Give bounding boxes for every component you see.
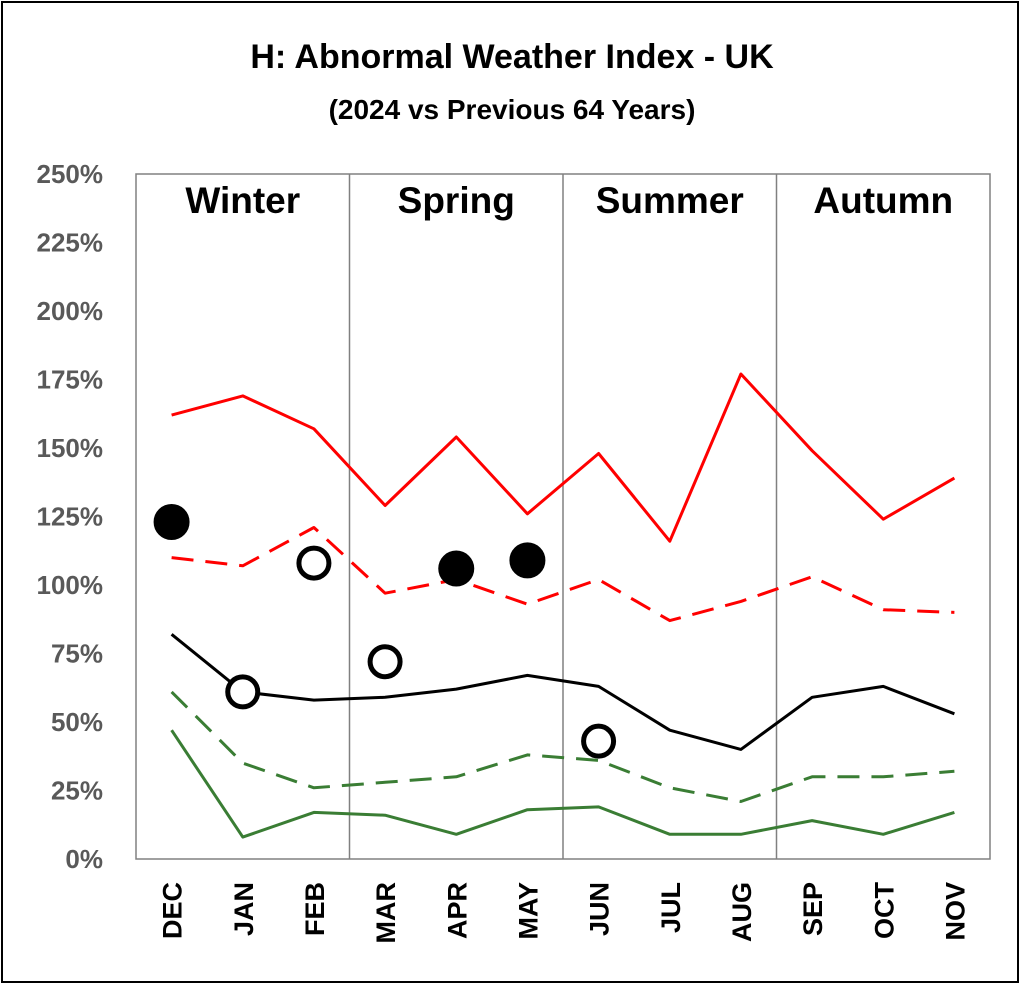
y-tick-label: 150% <box>37 433 104 463</box>
season-label: Spring <box>398 180 515 221</box>
y-tick-label: 125% <box>37 502 104 532</box>
point-2024-jun <box>581 723 617 759</box>
series-lines <box>170 372 956 839</box>
series-line-1 <box>171 372 956 543</box>
chart-subtitle: (2024 vs Previous 64 Years) <box>329 94 696 125</box>
x-tick-label: JAN <box>229 882 259 936</box>
season-labels: Winter Spring Summer Autumn <box>185 180 953 221</box>
season-label: Winter <box>185 180 300 221</box>
y-tick-label: 25% <box>51 776 103 806</box>
points-2024 <box>153 503 617 759</box>
y-axis: 0% 25% 50% 75% 100% 125% 150% 175% 200% 225% 250% <box>37 159 104 874</box>
y-tick-label: 225% <box>37 228 104 258</box>
x-tick-label: OCT <box>869 882 899 940</box>
y-tick-label: 50% <box>51 707 103 737</box>
chart-title: H: Abnormal Weather Index - UK <box>250 38 774 76</box>
x-tick-label: JUL <box>656 882 686 933</box>
point-2024-dec <box>153 503 190 540</box>
x-axis: DEC JAN FEB MAR APR MAY JUN JUL AUG SEP OCT NOV <box>158 882 971 944</box>
season-label: Autumn <box>813 180 953 221</box>
x-tick-label: MAR <box>371 882 401 944</box>
y-tick-label: 75% <box>51 639 103 669</box>
x-tick-label: MAY <box>513 882 543 940</box>
season-dividers <box>348 174 778 859</box>
point-2024-mar <box>367 644 403 680</box>
y-tick-label: 200% <box>37 296 104 326</box>
x-tick-label: AUG <box>727 882 757 942</box>
season-label: Summer <box>596 180 744 221</box>
point-2024-jan <box>225 674 261 710</box>
x-tick-label: SEP <box>798 882 828 936</box>
series-line-4 <box>170 690 955 803</box>
series-line-3 <box>170 633 955 751</box>
y-tick-label: 0% <box>65 844 103 874</box>
series-line-5 <box>170 729 955 839</box>
point-2024-may <box>509 542 546 579</box>
x-tick-label: DEC <box>158 882 188 939</box>
x-tick-label: NOV <box>940 882 970 941</box>
x-tick-label: JUN <box>585 882 615 936</box>
x-tick-label: FEB <box>300 882 330 936</box>
series-line-2 <box>171 526 955 623</box>
y-tick-label: 250% <box>37 159 104 189</box>
y-tick-label: 175% <box>37 365 104 395</box>
x-tick-label: APR <box>442 882 472 939</box>
point-2024-apr <box>438 550 475 587</box>
point-2024-feb <box>296 545 332 581</box>
y-tick-label: 100% <box>37 570 104 600</box>
